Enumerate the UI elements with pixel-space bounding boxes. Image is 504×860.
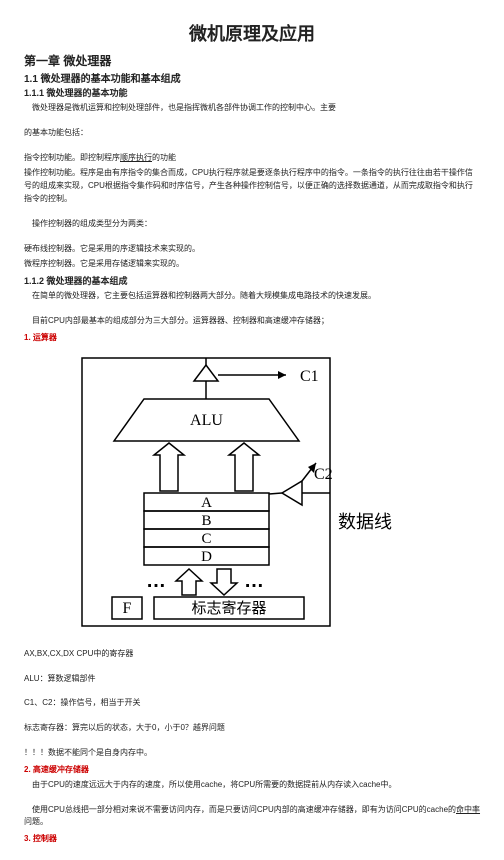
svg-text:…: …	[146, 570, 166, 592]
svg-text:数据线: 数据线	[338, 512, 392, 532]
para: 微程序控制器。它是采用存储逻辑来实现的。	[24, 258, 480, 271]
red-heading-2: 2. 高速缓冲存储器	[24, 764, 480, 775]
svg-text:F: F	[123, 600, 132, 617]
para: 使用CPU总线把一部分相对来说不需要访问内存，而是只要访问CPU内部的高速缓冲存…	[24, 804, 480, 830]
text: 问题。	[24, 817, 48, 826]
svg-text:标志寄存器: 标志寄存器	[191, 599, 266, 617]
para: C1、C2：操作信号，相当于开关	[24, 697, 480, 710]
para: 标志寄存器：算完以后的状态，大于0，小于0？越界问题	[24, 722, 480, 735]
para: 操作控制功能。程序是由有序指令的集合而成，CPU执行程序就是要逐条执行程序中的指…	[24, 167, 480, 205]
svg-text:A: A	[201, 495, 212, 511]
para: ！！！数据不能同个是自身内存中。	[24, 747, 480, 760]
page-title: 微机原理及应用	[24, 20, 480, 46]
para: 的基本功能包括：	[24, 127, 480, 140]
svg-text:C2: C2	[314, 466, 333, 483]
text: 的功能	[152, 153, 176, 162]
para: 由于CPU的速度远远大于内存的速度，所以使用cache，将CPU所需要的数据提前…	[24, 779, 480, 792]
svg-text:D: D	[201, 549, 212, 565]
red-heading-3: 3. 控制器	[24, 833, 480, 844]
para: 操作控制器的组成类型分为两类：	[24, 218, 480, 231]
para: 在简单的微处理器，它主要包括运算器和控制器两大部分。随着大规模集成电路技术的快速…	[24, 290, 480, 303]
para: 微处理器是微机运算和控制处理部件，也是指挥微机各部件协调工作的控制中心。主要	[24, 102, 480, 115]
red-heading-1: 1. 运算器	[24, 332, 480, 343]
para: 硬布线控制器。它是采用的序逻辑技术来实现的。	[24, 243, 480, 256]
para: AX,BX,CX,DX CPU中的寄存器	[24, 648, 480, 661]
para: 指令控制功能。即控制程序顺序执行的功能	[24, 152, 480, 165]
text: 指令控制功能。即控制程序	[24, 153, 120, 162]
text: 使用CPU总线把一部分相对来说不需要访问内存，而是只要访问CPU内部的高速缓冲存…	[32, 805, 456, 814]
para: ALU：算数逻辑部件	[24, 673, 480, 686]
section-1-1: 1.1 微处理器的基本功能和基本组成	[24, 70, 480, 85]
underline-text: 命中率	[456, 805, 480, 814]
underline-text: 顺序执行	[120, 153, 152, 162]
svg-text:C1: C1	[300, 368, 319, 385]
cpu-diagram: ALU C1 ABCD C2 数据线 … … F 标志寄存器	[54, 353, 480, 638]
svg-text:…: …	[244, 570, 264, 592]
para: 目前CPU内部最基本的组成部分为三大部分。运算器器、控制器和高速缓冲存储器；	[24, 315, 480, 328]
svg-text:ALU: ALU	[190, 412, 223, 429]
section-1-1-1: 1.1.1 微处理器的基本功能	[24, 86, 480, 99]
section-1-1-2: 1.1.2 微处理器的基本组成	[24, 274, 480, 287]
chapter-heading: 第一章 微处理器	[24, 52, 480, 69]
svg-text:C: C	[201, 531, 211, 547]
svg-text:B: B	[201, 513, 211, 529]
